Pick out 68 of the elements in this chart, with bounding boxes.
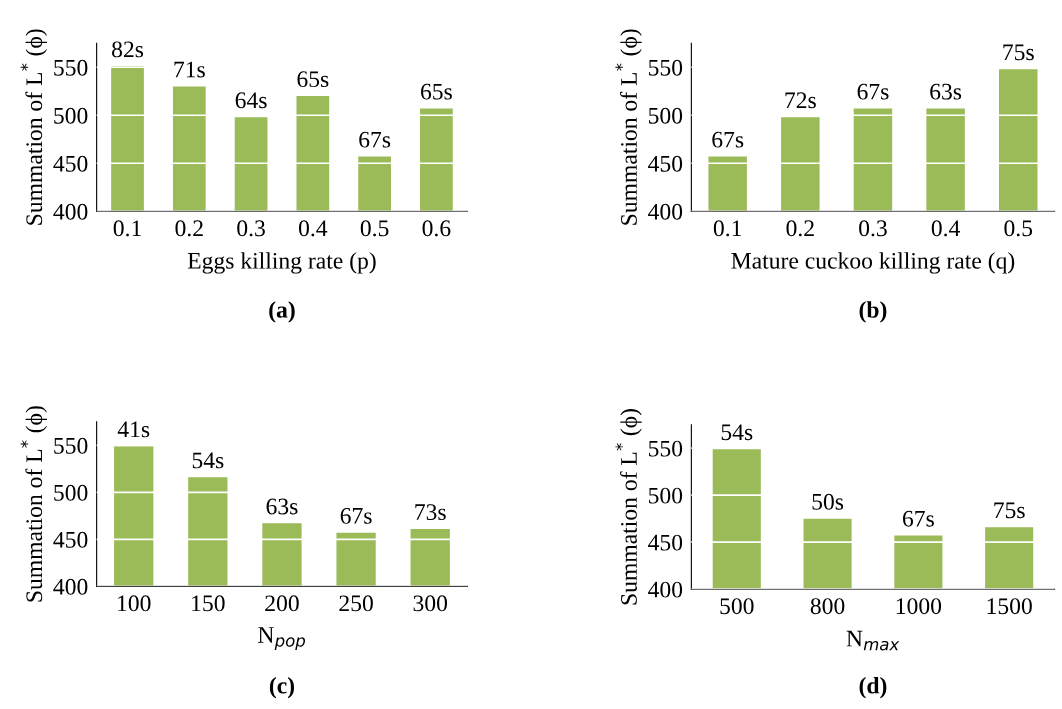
annotation: 75s — [994, 502, 1025, 519]
x-tick-label: 300 — [413, 595, 448, 612]
x-tick-label: 1500 — [987, 598, 1032, 615]
x-axis-title: N$_{pop}$ — [258, 627, 306, 650]
y-tick-label: 450 — [53, 531, 88, 548]
x-tick-label: 0.2 — [786, 220, 814, 237]
y-axis-title: Summation of L$^{*}$ (ϕ) — [615, 409, 642, 605]
x-tick-label: 800 — [810, 598, 845, 615]
x-tick-label: 100 — [118, 595, 151, 612]
y-tick-label: 550 — [648, 59, 683, 76]
x-tick-label: 0.4 — [931, 220, 960, 237]
x-tick-label: 0.4 — [298, 220, 328, 237]
annotation: 75s — [1003, 44, 1034, 61]
y-tick-label: 500 — [648, 107, 683, 124]
y-tick-label: 550 — [54, 437, 88, 454]
y-tick-label: 400 — [53, 203, 88, 220]
y-tick-label: 550 — [648, 440, 683, 457]
annotation: 71s — [174, 61, 205, 78]
x-tick-label: 0.5 — [360, 220, 389, 237]
text: (b) — [859, 301, 887, 323]
annotation: 50s — [812, 493, 844, 510]
y-tick-label: 500 — [54, 107, 88, 124]
y-axis-title: Summation of L$^{*}$ (ϕ) — [615, 29, 642, 225]
annotation: 67s — [359, 131, 391, 148]
x-tick-label: 1000 — [896, 598, 942, 615]
x-tick-label: 150 — [192, 595, 225, 612]
y-tick-label: 400 — [53, 578, 88, 595]
y-tick-label: 550 — [54, 59, 88, 76]
x-axis-title: Mature cuckoo killing rate (q) — [731, 252, 1015, 274]
y-axis-title: Summation of L$^{*}$ (ϕ) — [20, 406, 47, 602]
annotation: 73s — [415, 504, 446, 521]
annotation: 65s — [421, 83, 452, 100]
annotation: 67s — [340, 507, 372, 524]
y-tick-label: 400 — [648, 581, 683, 598]
annotation: 82s — [112, 41, 144, 58]
x-tick-label: 250 — [339, 595, 373, 612]
annotation: 65s — [297, 71, 329, 88]
text: (d) — [859, 676, 887, 699]
x-tick-label: 0.1 — [713, 220, 742, 237]
text: (a) — [269, 301, 295, 323]
annotation: 67s — [857, 83, 889, 100]
x-tick-label: 0.6 — [422, 220, 451, 237]
y-tick-label: 450 — [648, 155, 683, 172]
x-tick-label: 500 — [720, 598, 754, 615]
x-tick-label: 0.3 — [859, 220, 887, 237]
y-tick-label: 400 — [648, 203, 683, 220]
y-tick-label: 500 — [648, 487, 683, 504]
annotation: 54s — [721, 424, 753, 441]
x-tick-label: 0.1 — [113, 220, 141, 237]
y-tick-label: 450 — [53, 155, 88, 172]
y-tick-label: 500 — [54, 484, 88, 501]
annotation: 63s — [930, 83, 962, 100]
y-tick-label: 450 — [648, 534, 683, 551]
text: (c) — [269, 676, 295, 699]
x-tick-label: 0.3 — [237, 220, 265, 237]
annotation: 67s — [712, 131, 744, 148]
x-axis-title: Eggs killing rate (p) — [187, 252, 376, 274]
annotation: 64s — [235, 92, 267, 109]
annotation: 67s — [902, 510, 934, 527]
annotation: 54s — [192, 452, 224, 469]
x-tick-label: 0.5 — [1004, 220, 1033, 237]
x-tick-label: 0.2 — [175, 220, 203, 237]
x-axis-title: N$_{max}$ — [846, 630, 900, 651]
x-tick-label: 200 — [265, 595, 299, 612]
annotation: 63s — [266, 498, 298, 515]
y-axis-title: Summation of L$^{*}$ (ϕ) — [20, 29, 47, 225]
annotation: 72s — [785, 92, 816, 109]
annotation: 41s — [117, 421, 150, 438]
